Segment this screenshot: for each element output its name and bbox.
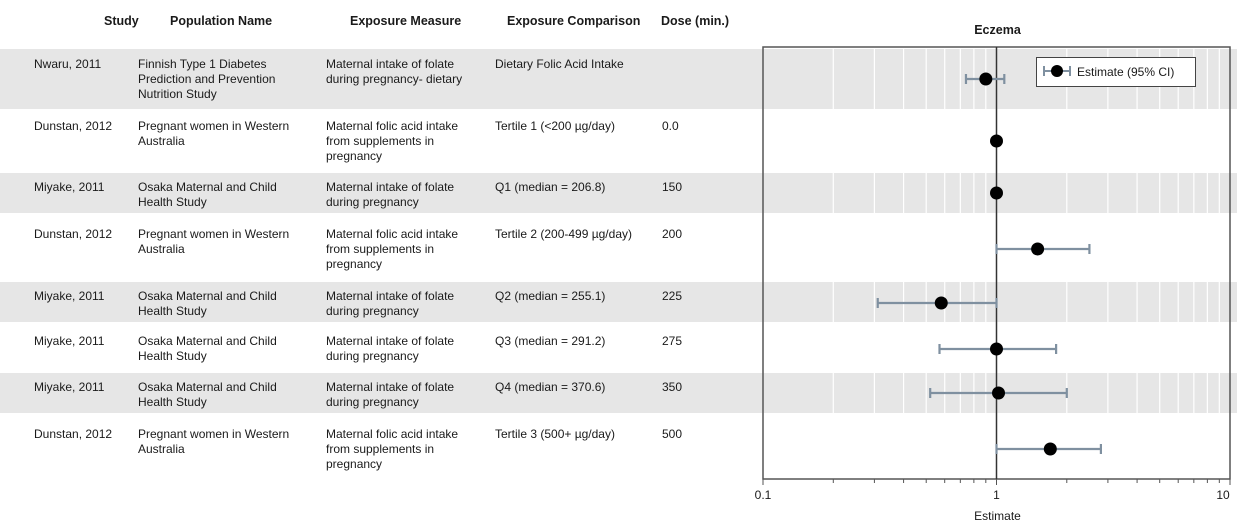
header-population: Population Name [170,14,273,28]
legend: Estimate (95% CI) [1036,57,1196,87]
estimate-point [990,134,1003,148]
cell-population: Finnish Type 1 Diabetes Prediction and P… [138,57,276,101]
cell-comparison: Q4 (median = 370.6) [495,380,606,394]
cell-study: Nwaru, 2011 [34,57,102,71]
cell-population: Osaka Maternal and Child Health Study [138,289,277,318]
cell-exposure: Maternal intake of folate during pregnan… [326,380,455,409]
legend-label: Estimate (95% CI) [1077,65,1175,79]
estimate-point [992,386,1006,400]
estimate-point [1043,442,1057,456]
cell-exposure: Maternal folic acid intake from suppleme… [326,119,459,163]
cell-population: Osaka Maternal and Child Health Study [138,334,277,363]
x-tick-label: 10 [1216,488,1230,502]
header-study: Study [104,14,139,28]
cell-population: Pregnant women in Western Australia [138,227,290,256]
cell-exposure: Maternal intake of folate during pregnan… [326,57,463,86]
cell-population: Osaka Maternal and Child Health Study [138,380,277,409]
x-tick-label: 1 [993,488,1000,502]
cell-comparison: Tertile 3 (500+ µg/day) [495,427,615,441]
cell-study: Dunstan, 2012 [34,119,113,133]
header-dose: Dose (min.) [661,14,730,28]
cell-study: Miyake, 2011 [34,180,105,194]
cell-dose: 275 [662,334,683,348]
cell-dose: 350 [662,380,683,394]
cell-dose: 150 [662,180,683,194]
cell-exposure: Maternal intake of folate during pregnan… [326,334,455,363]
estimate-point [934,296,948,310]
cell-dose: 225 [662,289,683,303]
cell-study: Miyake, 2011 [34,334,105,348]
cell-study: Dunstan, 2012 [34,427,113,441]
cell-study: Miyake, 2011 [34,380,105,394]
x-tick-label: 0.1 [754,488,772,502]
chart-title: Eczema [974,23,1021,37]
cell-comparison: Q3 (median = 291.2) [495,334,606,348]
estimate-point [990,186,1003,200]
header-exposure: Exposure Measure [350,14,462,28]
cell-exposure: Maternal intake of folate during pregnan… [326,180,455,209]
cell-dose: 0.0 [662,119,679,133]
cell-dose: 500 [662,427,683,441]
cell-exposure: Maternal folic acid intake from suppleme… [326,227,459,271]
cell-population: Osaka Maternal and Child Health Study [138,180,277,209]
cell-study: Dunstan, 2012 [34,227,113,241]
cell-comparison: Dietary Folic Acid Intake [495,57,624,71]
header-comparison: Exposure Comparison [507,14,641,28]
cell-comparison: Tertile 1 (<200 µg/day) [495,119,615,133]
cell-population: Pregnant women in Western Australia [138,427,290,456]
cell-comparison: Q1 (median = 206.8) [495,180,606,194]
cell-comparison: Q2 (median = 255.1) [495,289,606,303]
cell-comparison: Tertile 2 (200-499 µg/day) [495,227,632,241]
legend-marker-icon [1043,65,1071,77]
cell-study: Miyake, 2011 [34,289,105,303]
x-axis-title: Estimate [974,509,1021,523]
cell-dose: 200 [662,227,683,241]
estimate-point [979,72,993,86]
cell-exposure: Maternal folic acid intake from suppleme… [326,427,459,471]
estimate-point [990,342,1003,356]
estimate-point [1031,242,1045,256]
cell-exposure: Maternal intake of folate during pregnan… [326,289,455,318]
cell-population: Pregnant women in Western Australia [138,119,290,148]
